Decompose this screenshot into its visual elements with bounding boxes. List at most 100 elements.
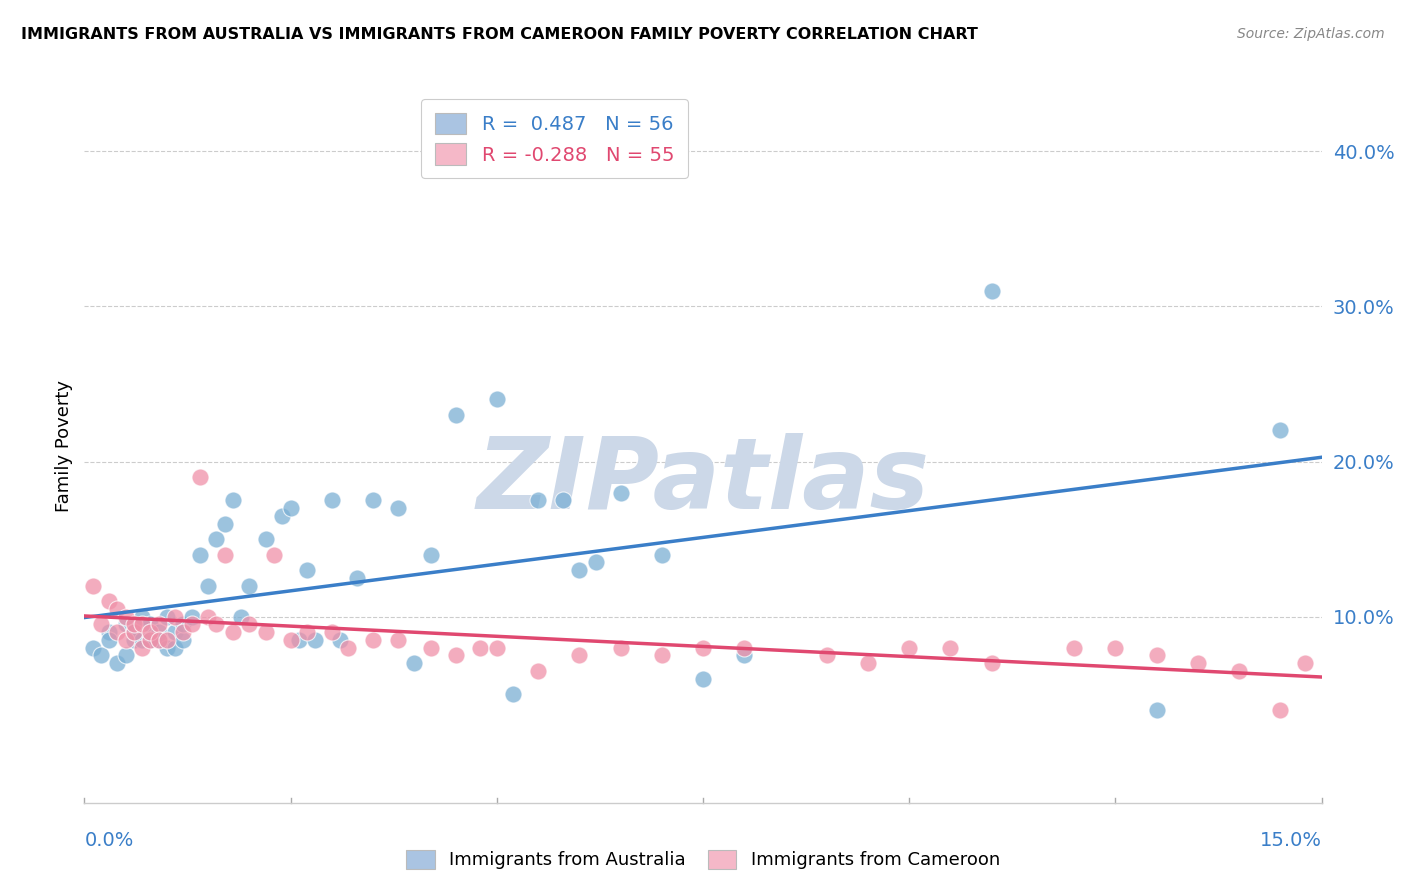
Point <box>1294 656 1316 670</box>
Point <box>90 648 112 663</box>
Point <box>180 609 202 624</box>
Point <box>387 501 409 516</box>
Point <box>131 640 153 655</box>
Point <box>304 632 326 647</box>
Point <box>527 664 550 678</box>
Text: IMMIGRANTS FROM AUSTRALIA VS IMMIGRANTS FROM CAMEROON FAMILY POVERTY CORRELATION: IMMIGRANTS FROM AUSTRALIA VS IMMIGRANTS … <box>21 27 979 42</box>
Point <box>1146 648 1168 663</box>
Point <box>419 548 441 562</box>
Point <box>815 648 838 663</box>
Point <box>148 625 170 640</box>
Legend: Immigrants from Australia, Immigrants from Cameroon: Immigrants from Australia, Immigrants fr… <box>396 841 1010 879</box>
Point <box>114 609 136 624</box>
Point <box>222 493 245 508</box>
Point <box>90 617 112 632</box>
Point <box>139 632 162 647</box>
Point <box>122 625 145 640</box>
Point <box>139 632 162 647</box>
Point <box>1104 640 1126 655</box>
Point <box>651 548 673 562</box>
Point <box>568 648 591 663</box>
Point <box>98 625 121 640</box>
Point <box>470 640 492 655</box>
Point <box>214 548 236 562</box>
Point <box>114 617 136 632</box>
Text: 0.0%: 0.0% <box>84 830 134 850</box>
Point <box>1270 424 1292 438</box>
Point <box>156 609 179 624</box>
Point <box>205 617 228 632</box>
Point <box>165 609 187 624</box>
Point <box>131 609 153 624</box>
Text: Source: ZipAtlas.com: Source: ZipAtlas.com <box>1237 27 1385 41</box>
Point <box>214 516 236 531</box>
Point <box>131 617 153 632</box>
Point <box>254 625 277 640</box>
Point <box>172 632 194 647</box>
Point <box>131 632 153 647</box>
Point <box>346 571 368 585</box>
Point <box>444 648 467 663</box>
Point <box>105 656 128 670</box>
Point <box>105 625 128 640</box>
Point <box>172 625 194 640</box>
Point <box>238 579 260 593</box>
Point <box>156 632 179 647</box>
Point <box>419 640 441 655</box>
Point <box>139 625 162 640</box>
Point <box>148 617 170 632</box>
Point <box>188 470 211 484</box>
Point <box>939 640 962 655</box>
Point <box>82 579 104 593</box>
Point <box>122 632 145 647</box>
Point <box>527 493 550 508</box>
Point <box>188 548 211 562</box>
Point <box>222 625 245 640</box>
Point <box>980 656 1002 670</box>
Legend: R =  0.487   N = 56, R = -0.288   N = 55: R = 0.487 N = 56, R = -0.288 N = 55 <box>422 99 688 178</box>
Text: ZIPatlas: ZIPatlas <box>477 434 929 530</box>
Point <box>898 640 921 655</box>
Point <box>295 563 318 577</box>
Point <box>197 609 219 624</box>
Point <box>733 648 755 663</box>
Point <box>502 687 524 701</box>
Text: 15.0%: 15.0% <box>1260 830 1322 850</box>
Point <box>98 594 121 608</box>
Point <box>585 555 607 569</box>
Point <box>980 284 1002 298</box>
Point <box>485 392 508 407</box>
Point <box>197 579 219 593</box>
Point <box>568 563 591 577</box>
Point <box>148 632 170 647</box>
Point <box>165 625 187 640</box>
Point <box>692 640 714 655</box>
Point <box>444 408 467 422</box>
Point <box>361 493 384 508</box>
Point <box>404 656 426 670</box>
Point <box>288 632 311 647</box>
Point <box>82 640 104 655</box>
Point <box>295 625 318 640</box>
Point <box>1270 703 1292 717</box>
Point <box>254 532 277 546</box>
Point <box>280 501 302 516</box>
Point <box>122 625 145 640</box>
Point <box>180 617 202 632</box>
Point <box>165 640 187 655</box>
Point <box>337 640 360 655</box>
Point <box>387 632 409 647</box>
Point <box>609 640 631 655</box>
Point <box>114 632 136 647</box>
Y-axis label: Family Poverty: Family Poverty <box>55 380 73 512</box>
Point <box>1187 656 1209 670</box>
Point <box>1146 703 1168 717</box>
Point <box>172 617 194 632</box>
Point <box>1063 640 1085 655</box>
Point <box>114 648 136 663</box>
Point <box>651 648 673 663</box>
Point <box>98 632 121 647</box>
Point <box>148 632 170 647</box>
Point <box>205 532 228 546</box>
Point <box>238 617 260 632</box>
